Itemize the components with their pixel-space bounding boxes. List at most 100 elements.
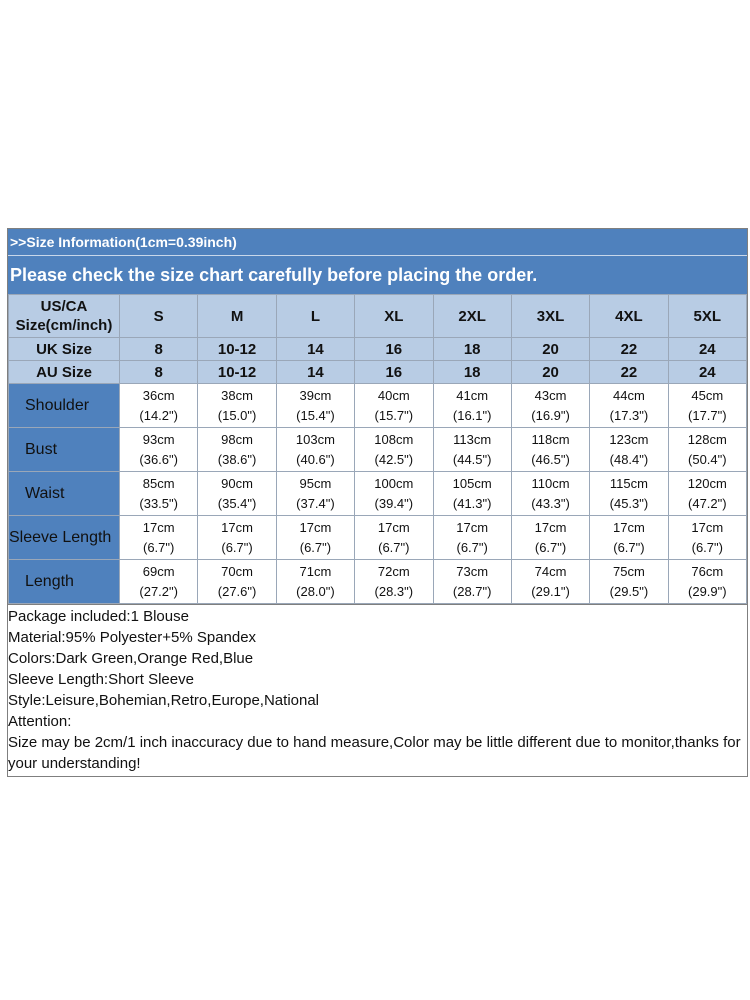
size-cell: 10-12	[197, 360, 277, 384]
measurement-label: Shoulder	[8, 383, 120, 428]
product-notes: Package included:1 Blouse Material:95% P…	[8, 604, 747, 776]
size-chart: >>Size Information(1cm=0.39inch) Please …	[7, 228, 748, 777]
cm-value: 38cm	[221, 387, 253, 403]
size-cell: 18	[432, 360, 512, 384]
cm-value: 17cm	[299, 519, 332, 535]
measurement-cell: 41cm (16.1")	[432, 383, 512, 428]
size-cell: 5XL	[667, 294, 748, 338]
measurement-cell: 44cm (17.3")	[589, 383, 669, 428]
cm-value: 17cm	[456, 519, 489, 535]
size-row-label: AU Size	[8, 360, 120, 384]
measurement-cell: 17cm (6.7")	[510, 515, 591, 560]
size-cell: 8	[118, 360, 199, 384]
measurement-cell: 98cm (38.6")	[197, 427, 277, 472]
measurement-cell: 38cm (15.0")	[197, 383, 277, 428]
inch-value: (43.3")	[531, 495, 570, 511]
cm-value: 73cm	[456, 563, 489, 579]
measurement-cell: 17cm (6.7")	[275, 515, 356, 560]
size-cell: 24	[667, 337, 748, 361]
measurement-cell: 76cm (29.9")	[667, 559, 748, 604]
measurement-cell: 17cm (6.7")	[589, 515, 669, 560]
cm-value: 17cm	[142, 519, 175, 535]
inch-value: (50.4")	[688, 451, 727, 467]
inch-value: (6.7")	[534, 539, 567, 555]
measurement-cell: 113cm (44.5")	[432, 427, 512, 472]
cm-value: 85cm	[142, 475, 175, 491]
size-cell: L	[275, 294, 356, 338]
measurement-cell: 17cm (6.7")	[118, 515, 199, 560]
measurement-cell: 115cm (45.3")	[589, 471, 669, 516]
measurement-row: Bust 93cm (36.6") 98cm (38.6") 103cm (40.6") 10…	[8, 427, 748, 472]
disclaimer-note: Size may be 2cm/1 inch inaccuracy due to…	[8, 734, 741, 772]
inch-value: (6.7")	[221, 539, 253, 555]
cm-value: 40cm	[377, 387, 410, 403]
size-cell: 16	[354, 360, 434, 384]
size-cell: S	[118, 294, 199, 338]
measurement-cell: 17cm (6.7")	[354, 515, 434, 560]
measurement-cell: 69cm (27.2")	[118, 559, 199, 604]
inch-value: (6.7")	[613, 539, 645, 555]
material-note: Material:95% Polyester+5% Spandex	[8, 629, 257, 646]
measurement-cell: 45cm (17.7")	[667, 383, 748, 428]
inch-value: (15.0")	[217, 407, 257, 423]
inch-value: (16.9")	[531, 407, 570, 423]
measurement-cell: 85cm (33.5")	[118, 471, 199, 516]
package-note: Package included:1 Blouse	[8, 608, 189, 625]
size-cell: 16	[354, 337, 434, 361]
cm-value: 75cm	[613, 563, 645, 579]
inch-value: (17.7")	[688, 407, 727, 423]
attention-label: Attention:	[8, 713, 72, 730]
size-row: UK Size 8 10-12 14 16 18 20 22 24	[8, 337, 748, 361]
measurement-cell: 17cm (6.7")	[432, 515, 512, 560]
cm-value: 110cm	[531, 475, 570, 491]
cm-value: 39cm	[299, 387, 332, 403]
measurement-cell: 17cm (6.7")	[197, 515, 277, 560]
measurement-label: Waist	[8, 471, 120, 516]
inch-value: (16.1")	[452, 407, 492, 423]
style-note: Style:Leisure,Bohemian,Retro,Europe,Nati…	[8, 692, 320, 709]
size-cell: XL	[354, 294, 434, 338]
inch-value: (6.7")	[378, 539, 410, 555]
measurement-cell: 72cm (28.3")	[354, 559, 434, 604]
measurement-cell: 93cm (36.6")	[118, 427, 199, 472]
measurement-cell: 108cm (42.5")	[354, 427, 434, 472]
inch-value: (42.5")	[374, 451, 414, 467]
cm-value: 69cm	[142, 563, 175, 579]
size-cell: 14	[275, 337, 356, 361]
measurement-cell: 120cm (47.2")	[667, 471, 748, 516]
size-cell: 24	[667, 360, 748, 384]
measurement-row: Sleeve Length 17cm (6.7") 17cm (6.7") 17cm (6.…	[8, 515, 748, 560]
inch-value: (29.1")	[531, 583, 570, 599]
cm-value: 36cm	[142, 387, 175, 403]
size-cell: 14	[275, 360, 356, 384]
size-table: US/CA Size(cm/inch) S M L XL 2XL 3XL 4XL 5XL UK S…	[8, 294, 748, 604]
inch-value: (17.3")	[609, 407, 649, 423]
inch-value: (35.4")	[217, 495, 257, 511]
cm-value: 118cm	[531, 431, 570, 447]
cm-value: 128cm	[687, 431, 727, 447]
size-cell: 2XL	[432, 294, 512, 338]
cm-value: 98cm	[221, 431, 253, 447]
cm-value: 100cm	[374, 475, 414, 491]
inch-value: (6.7")	[143, 539, 175, 555]
inch-value: (27.2")	[139, 583, 178, 599]
size-cell: 18	[432, 337, 512, 361]
inch-value: (33.5")	[139, 495, 178, 511]
cm-value: 17cm	[691, 519, 724, 535]
size-row: US/CA Size(cm/inch) S M L XL 2XL 3XL 4XL 5XL	[8, 294, 748, 338]
measurement-row: Shoulder 36cm (14.2") 38cm (15.0") 39cm (15.4"…	[8, 383, 748, 428]
measurement-row: Waist 85cm (33.5") 90cm (35.4") 95cm (37.4") 10…	[8, 471, 748, 516]
inch-value: (28.3")	[374, 583, 414, 599]
cm-value: 108cm	[374, 431, 414, 447]
size-row-label: US/CA Size(cm/inch)	[8, 294, 120, 338]
size-info-heading: >>Size Information(1cm=0.39inch)	[8, 229, 747, 256]
measurement-cell: 123cm (48.4")	[589, 427, 669, 472]
cm-value: 41cm	[456, 387, 489, 403]
cm-value: 71cm	[299, 563, 332, 579]
colors-note: Colors:Dark Green,Orange Red,Blue	[8, 650, 254, 667]
inch-value: (6.7")	[691, 539, 723, 555]
size-cell: 20	[510, 360, 591, 384]
inch-value: (40.6")	[296, 451, 335, 467]
cm-value: 103cm	[295, 431, 335, 447]
cm-value: 95cm	[299, 475, 332, 491]
